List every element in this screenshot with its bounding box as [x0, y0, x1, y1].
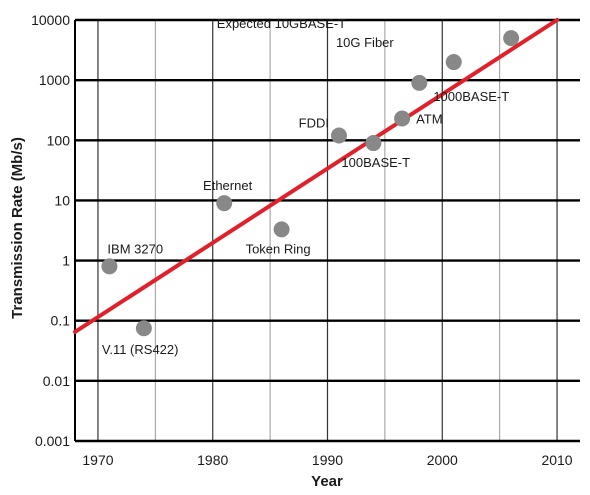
point-label: IBM 3270 [107, 241, 163, 256]
grid [74, 18, 580, 443]
y-axis-label: Transmission Rate (Mb/s) [9, 137, 26, 319]
data-point [101, 258, 118, 275]
y-tick-label: 0.01 [43, 373, 70, 389]
y-tick-label: 10000 [31, 12, 70, 28]
point-label: 1000BASE-T [433, 89, 509, 104]
point-label: 100BASE-T [341, 155, 410, 170]
x-tick-label: 2010 [541, 452, 572, 468]
point-label: 10G Fiber [336, 35, 394, 50]
trend-line [73, 18, 560, 334]
data-point [135, 320, 152, 337]
point-labels: IBM 3270 V.11 (RS422) Ethernet Token Ring FD… [102, 16, 509, 357]
y-tick-label: 1 [62, 253, 70, 269]
y-tick-label: 10 [54, 192, 70, 208]
y-tick-label: 0.1 [51, 313, 71, 329]
trend-line-group [73, 18, 560, 334]
data-point [411, 74, 428, 91]
x-tick-label: 1970 [82, 452, 113, 468]
point-label: V.11 (RS422) [102, 342, 179, 357]
point-label: Token Ring [246, 241, 311, 256]
data-point [365, 135, 382, 152]
x-tick-label: 1990 [312, 452, 343, 468]
y-tick-label: 100 [47, 132, 71, 148]
x-axis-label: Year [311, 473, 343, 490]
y-tick-label: 0.001 [35, 433, 70, 449]
data-point [394, 110, 411, 127]
data-point [273, 221, 290, 238]
data-point [216, 195, 233, 212]
data-points [101, 30, 520, 337]
point-label: FDDI [299, 116, 329, 131]
point-label: ATM [416, 112, 442, 127]
data-point [330, 127, 347, 144]
data-point [503, 30, 520, 47]
y-tick-label: 1000 [39, 72, 70, 88]
point-label: Expected 10GBASE-T [217, 16, 346, 31]
data-point [445, 54, 462, 71]
point-label: Ethernet [203, 178, 253, 193]
tick-labels: 1970 1980 1990 2000 2010 0.001 0.01 0.1 1 10 100 10… [31, 12, 573, 468]
x-tick-label: 1980 [197, 452, 228, 468]
x-tick-label: 2000 [427, 452, 458, 468]
